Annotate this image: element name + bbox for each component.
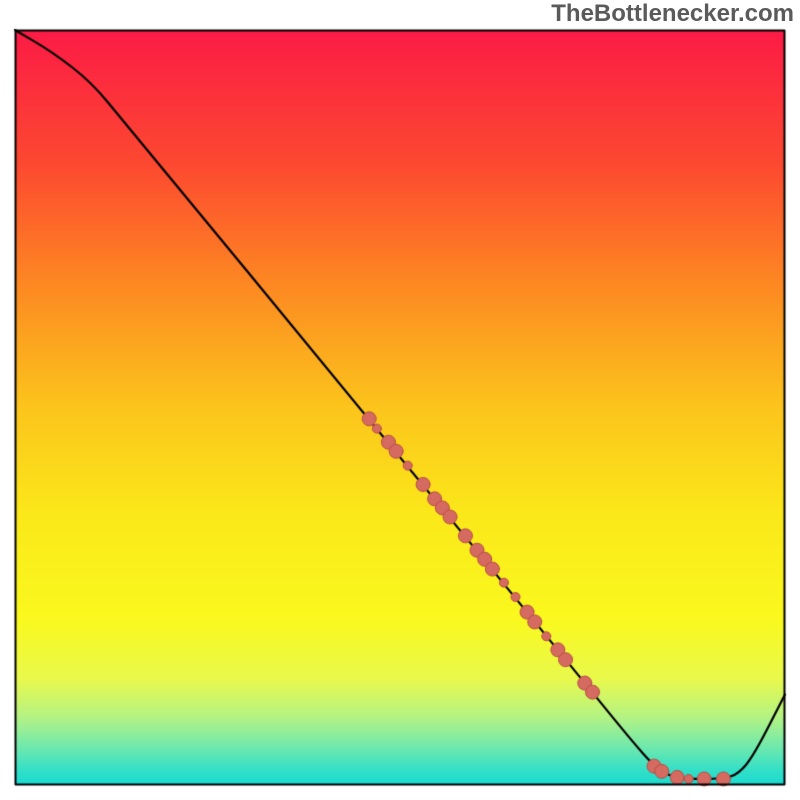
chart-canvas [0, 0, 800, 800]
chart-stage: TheBottlenecker.com [0, 0, 800, 800]
watermark-text: TheBottlenecker.com [551, 0, 794, 28]
